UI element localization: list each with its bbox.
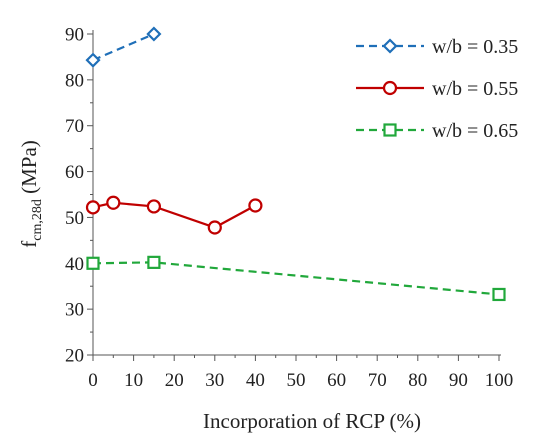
y-axis-title-base: f (17, 241, 41, 248)
y-tick-label: 70 (65, 116, 84, 137)
y-tick-label: 60 (65, 162, 84, 183)
x-tick-label: 90 (449, 370, 468, 391)
series-w-b-0-65 (86, 255, 506, 302)
x-tick-label: 70 (368, 370, 387, 391)
series-line-w-b-0-35 (92, 32, 155, 62)
data-point-w-b-0-65 (147, 255, 161, 269)
y-axis-title-unit: (MPa) (17, 140, 41, 199)
series-line-w-b-0-65 (92, 261, 500, 296)
legend-item-w-b-0-65: w/b = 0.65 (356, 120, 518, 142)
legend-item-w-b-0-35: w/b = 0.35 (356, 36, 518, 58)
data-point-w-b-0-55 (207, 220, 222, 235)
data-point-w-b-0-65 (492, 287, 506, 302)
legend-label-w-b-0-35: w/b = 0.35 (432, 36, 518, 58)
data-point-w-b-0-35 (85, 52, 101, 68)
legend-marker-w-b-0-35 (382, 38, 398, 54)
y-tick-label: 20 (65, 346, 84, 367)
y-axis-title-subscript: cm,28d (30, 199, 45, 241)
legend-item-w-b-0-55: w/b = 0.55 (356, 78, 518, 100)
x-tick-label: 60 (327, 370, 346, 391)
y-tick-label: 30 (65, 300, 84, 321)
x-tick-label: 100 (485, 370, 514, 391)
data-point-w-b-0-55 (248, 198, 263, 213)
legend-marker-w-b-0-65 (383, 123, 397, 137)
y-tick-label: 90 (65, 25, 84, 46)
data-point-w-b-0-65 (86, 256, 100, 270)
legend: w/b = 0.35 w/b = 0.55 w/b = 0.65 (356, 36, 518, 142)
series-w-b-0-35 (85, 26, 162, 68)
x-tick-label: 10 (124, 370, 143, 391)
series-w-b-0-55 (85, 195, 263, 235)
series-layer (85, 26, 506, 302)
x-axis-title: Incorporation of RCP (%) (203, 409, 421, 433)
data-point-w-b-0-55 (106, 195, 121, 210)
x-tick-label: 20 (165, 370, 184, 391)
x-tick-label: 40 (246, 370, 265, 391)
data-point-w-b-0-35 (146, 26, 162, 42)
y-axis-title: fcm,28d (MPa) (17, 140, 45, 248)
y-tick-label: 40 (65, 254, 84, 275)
x-tick-label: 30 (205, 370, 224, 391)
data-point-w-b-0-55 (146, 199, 161, 214)
data-point-w-b-0-55 (85, 200, 101, 215)
x-tick-label: 0 (88, 370, 98, 391)
legend-label-w-b-0-55: w/b = 0.55 (432, 78, 518, 100)
y-tick-label: 50 (65, 208, 84, 229)
x-tick-label: 80 (408, 370, 427, 391)
x-tick-label: 50 (287, 370, 306, 391)
legend-marker-w-b-0-55 (382, 80, 398, 96)
legend-label-w-b-0-65: w/b = 0.65 (432, 120, 518, 142)
axes: 20 30 40 50 60 70 80 90 0 10 20 30 40 50 60 70 80 90 100 (65, 25, 513, 392)
y-tick-label: 80 (65, 70, 84, 91)
